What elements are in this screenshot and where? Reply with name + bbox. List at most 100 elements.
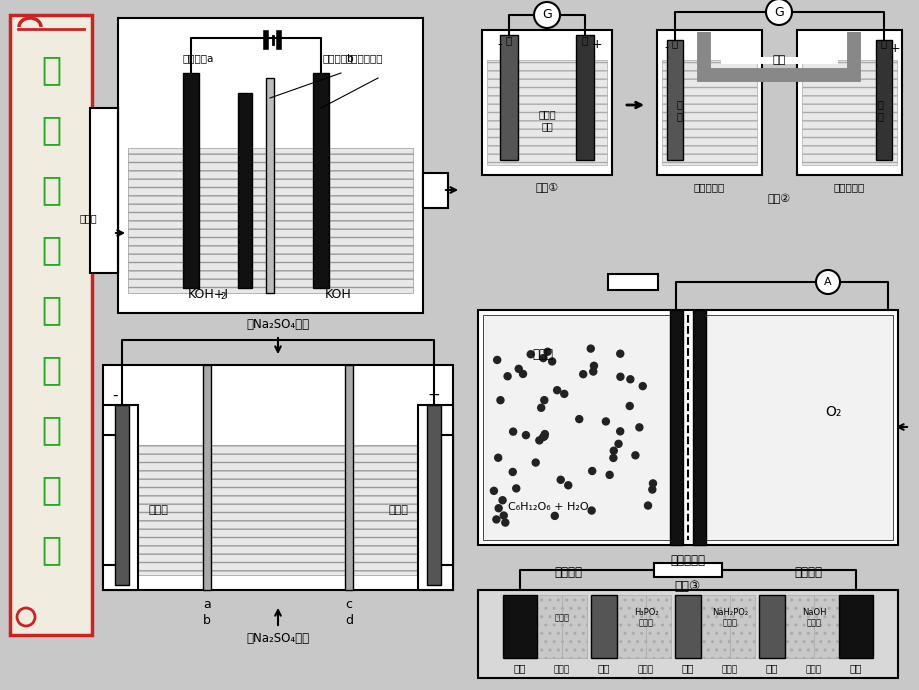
Text: 装置①: 装置① bbox=[535, 182, 558, 192]
Text: 迁: 迁 bbox=[41, 533, 61, 566]
Bar bbox=[796, 30, 901, 175]
Text: 装置②: 装置② bbox=[766, 194, 789, 204]
Text: 阴极室: 阴极室 bbox=[805, 665, 822, 675]
Bar bbox=[838, 595, 872, 658]
Circle shape bbox=[540, 431, 548, 437]
Circle shape bbox=[493, 516, 499, 523]
Text: NaOH
稀溶液: NaOH 稀溶液 bbox=[800, 609, 825, 628]
Bar bbox=[103, 405, 138, 590]
Circle shape bbox=[644, 502, 651, 509]
Circle shape bbox=[543, 348, 550, 355]
Bar bbox=[423, 173, 448, 208]
Text: 铜: 铜 bbox=[581, 35, 587, 45]
Bar bbox=[801, 60, 896, 165]
Circle shape bbox=[586, 345, 594, 352]
Bar bbox=[607, 274, 657, 290]
Circle shape bbox=[490, 487, 497, 494]
Text: -: - bbox=[664, 41, 668, 55]
Bar bbox=[656, 30, 761, 175]
Text: NaH₂PO₂
浓溶液: NaH₂PO₂ 浓溶液 bbox=[711, 609, 747, 628]
Bar bbox=[532, 595, 562, 658]
Text: C₆H₁₂O₆ + H₂O: C₆H₁₂O₆ + H₂O bbox=[507, 502, 587, 512]
Circle shape bbox=[616, 351, 623, 357]
Bar bbox=[433, 435, 452, 565]
Text: 质子交换膜: 质子交换膜 bbox=[670, 553, 705, 566]
Circle shape bbox=[609, 447, 617, 454]
Circle shape bbox=[589, 368, 596, 375]
Text: 阳离子交换膜: 阳离子交换膜 bbox=[346, 53, 383, 63]
Bar bbox=[562, 595, 586, 658]
Circle shape bbox=[501, 519, 508, 526]
Bar bbox=[784, 595, 813, 658]
Circle shape bbox=[509, 469, 516, 475]
Text: 硫酸铜
溶液: 硫酸铜 溶液 bbox=[538, 109, 555, 131]
Text: O₂: O₂ bbox=[824, 405, 840, 419]
Bar bbox=[616, 595, 645, 658]
Circle shape bbox=[553, 386, 560, 394]
Bar bbox=[103, 435, 123, 565]
Bar bbox=[669, 310, 682, 545]
Text: KOH+I: KOH+I bbox=[187, 288, 228, 302]
Circle shape bbox=[531, 459, 539, 466]
Text: 电: 电 bbox=[41, 54, 61, 86]
Circle shape bbox=[617, 373, 623, 380]
Text: 稀Na₂SO₄溶液: 稀Na₂SO₄溶液 bbox=[246, 319, 309, 331]
Circle shape bbox=[575, 415, 582, 422]
Circle shape bbox=[606, 471, 612, 478]
Bar bbox=[183, 73, 199, 288]
Circle shape bbox=[522, 432, 528, 439]
Circle shape bbox=[616, 428, 623, 435]
Circle shape bbox=[609, 455, 617, 462]
Text: +: + bbox=[889, 41, 900, 55]
Bar bbox=[312, 73, 329, 288]
Circle shape bbox=[639, 383, 645, 390]
Circle shape bbox=[626, 376, 633, 383]
Bar bbox=[482, 30, 611, 175]
Text: A: A bbox=[823, 277, 831, 287]
Text: +: + bbox=[591, 39, 602, 52]
Text: 锌: 锌 bbox=[505, 35, 512, 45]
Circle shape bbox=[766, 0, 791, 25]
Text: 察: 察 bbox=[41, 413, 61, 446]
Circle shape bbox=[496, 397, 504, 404]
Bar bbox=[426, 405, 440, 585]
Text: KOH: KOH bbox=[324, 288, 351, 302]
Circle shape bbox=[17, 608, 35, 626]
Text: 装置③: 装置③ bbox=[675, 580, 700, 593]
Circle shape bbox=[561, 391, 567, 397]
Bar bbox=[666, 40, 682, 160]
Bar bbox=[486, 60, 607, 165]
Text: 有氧反应: 有氧反应 bbox=[793, 566, 821, 580]
Text: 阳极室: 阳极室 bbox=[553, 665, 570, 675]
Bar bbox=[758, 595, 784, 658]
Text: -: - bbox=[497, 39, 502, 52]
Text: 锌: 锌 bbox=[671, 38, 677, 48]
Text: b: b bbox=[203, 613, 210, 627]
Bar bbox=[345, 365, 353, 590]
Bar bbox=[875, 40, 891, 160]
Bar bbox=[702, 315, 892, 540]
Circle shape bbox=[540, 397, 547, 404]
Circle shape bbox=[590, 362, 596, 369]
Circle shape bbox=[537, 404, 544, 411]
Circle shape bbox=[649, 480, 656, 487]
Bar bbox=[115, 405, 129, 585]
Circle shape bbox=[535, 437, 542, 444]
Text: 2: 2 bbox=[220, 292, 225, 301]
Text: a: a bbox=[203, 598, 210, 611]
Circle shape bbox=[626, 402, 632, 409]
Text: 阴膜: 阴膜 bbox=[681, 663, 694, 673]
Text: 惰性电极a: 惰性电极a bbox=[183, 53, 214, 63]
Text: 正极区: 正极区 bbox=[388, 505, 407, 515]
Bar bbox=[90, 108, 118, 273]
Bar bbox=[662, 60, 756, 165]
Circle shape bbox=[533, 2, 560, 28]
Circle shape bbox=[539, 355, 546, 362]
Circle shape bbox=[512, 485, 519, 492]
Bar bbox=[108, 445, 448, 575]
Text: 浓Na₂SO₄溶液: 浓Na₂SO₄溶液 bbox=[246, 631, 309, 644]
Text: 化: 化 bbox=[41, 113, 61, 146]
Bar bbox=[645, 595, 671, 658]
Bar bbox=[266, 78, 274, 293]
Bar bbox=[482, 315, 673, 540]
